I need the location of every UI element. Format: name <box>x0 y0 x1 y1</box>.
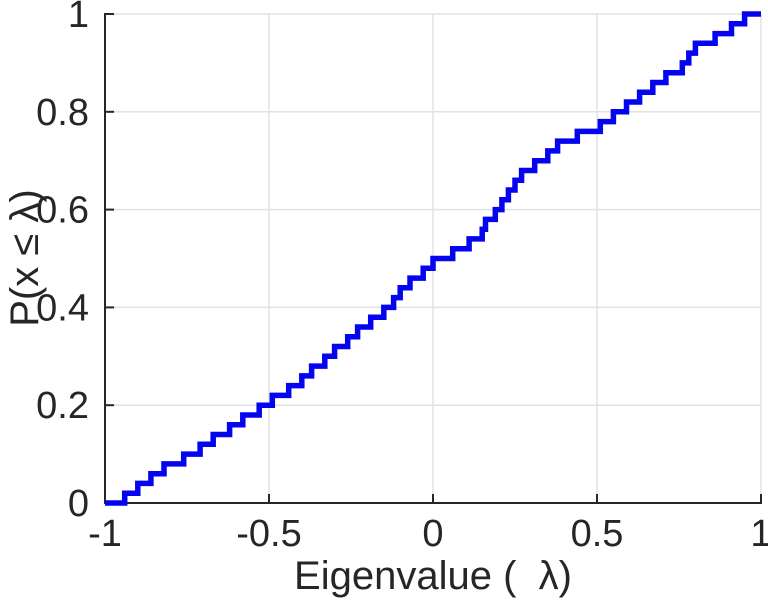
y-tick-label: 0 <box>68 483 89 525</box>
y-tick-label: 0.2 <box>36 385 89 427</box>
x-tick-label: 1 <box>750 513 768 555</box>
y-tick-label: 0.6 <box>36 190 89 232</box>
y-axis-label: P(x ≤ λ) <box>3 189 47 327</box>
x-tick-label: 0.5 <box>571 513 624 555</box>
x-tick-label: 0 <box>422 513 443 555</box>
y-tick-label: 0.8 <box>36 92 89 134</box>
ecdf-step-line <box>105 11 761 506</box>
x-tick-label: -1 <box>88 513 122 555</box>
x-tick-labels: -1 -0.5 0 0.5 1 <box>88 513 768 555</box>
y-tick-labels: 0 0.2 0.4 0.6 0.8 1 <box>36 0 89 525</box>
x-axis-label: Eigenvalue ( λ) <box>294 554 572 598</box>
y-tick-label: 1 <box>68 0 89 36</box>
gridlines <box>105 13 762 503</box>
x-tick-label: -0.5 <box>236 513 301 555</box>
y-tick-label: 0.4 <box>36 287 89 329</box>
